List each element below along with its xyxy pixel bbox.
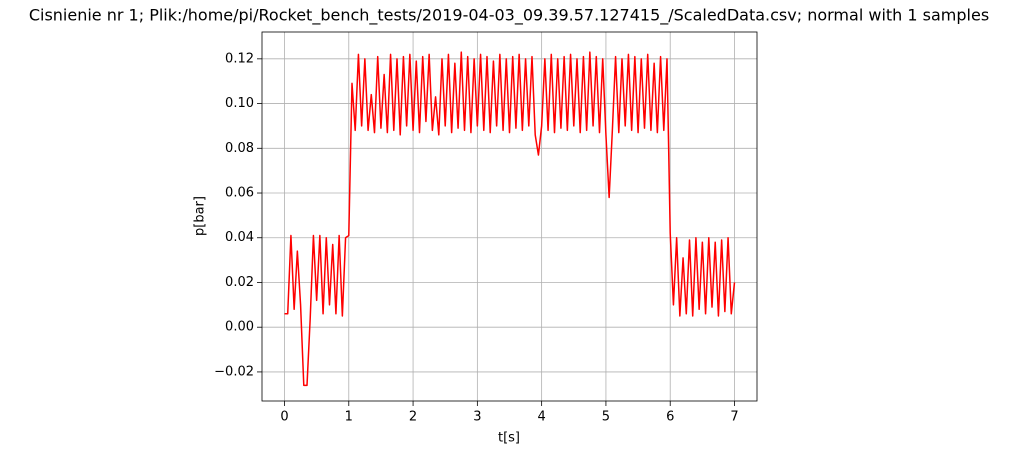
- y-tick-label: 0.10: [225, 96, 254, 111]
- y-axis-label: p[bar]: [193, 196, 208, 236]
- y-tick-label: 0.04: [225, 230, 254, 245]
- x-tick-label: 2: [409, 410, 417, 425]
- chart-title: Cisnienie nr 1; Plik:/home/pi/Rocket_ben…: [29, 6, 989, 26]
- x-tick-label: 4: [538, 410, 546, 425]
- y-tick-label: 0.02: [225, 275, 254, 290]
- x-tick-label: 5: [602, 410, 610, 425]
- x-tick-label: 1: [345, 410, 353, 425]
- y-tick-label: −0.02: [214, 364, 254, 379]
- x-tick-label: 0: [280, 410, 288, 425]
- x-tick-label: 7: [730, 410, 738, 425]
- x-tick-label: 6: [666, 410, 674, 425]
- y-tick-label: 0.06: [225, 186, 254, 201]
- x-axis-label: t[s]: [498, 431, 520, 446]
- plot-frame: [261, 31, 758, 402]
- y-tick-label: 0.12: [225, 51, 254, 66]
- x-tick-label: 3: [473, 410, 481, 425]
- data-line: [284, 51, 736, 387]
- y-tick-label: 0.08: [225, 141, 254, 156]
- y-tick-label: 0.00: [225, 320, 254, 335]
